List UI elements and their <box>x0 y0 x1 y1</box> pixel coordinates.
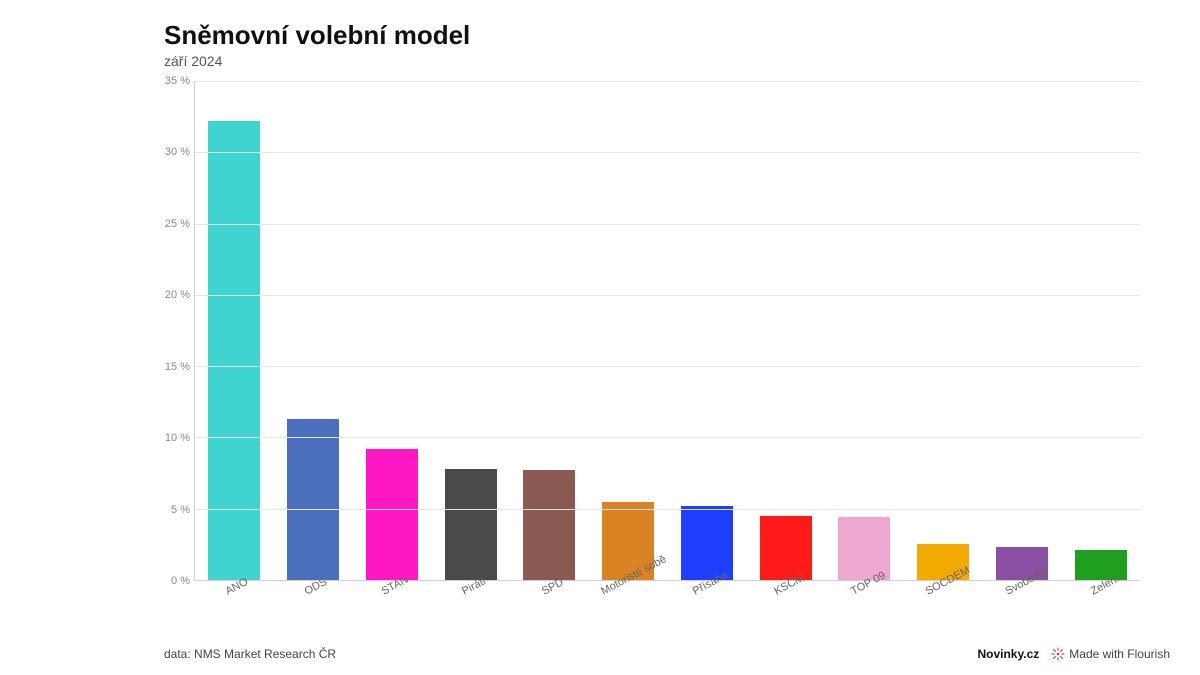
bar-slot <box>825 81 904 580</box>
chart-area: 0 %5 %10 %15 %20 %25 %30 %35 % ANOODSSTA… <box>30 81 1170 641</box>
y-tick-label: 25 % <box>154 218 190 230</box>
bar <box>523 470 575 580</box>
chart-title: Sněmovní volební model <box>164 20 1170 51</box>
gridline <box>195 81 1140 82</box>
footer: data: NMS Market Research ČR Novinky.cz <box>164 641 1170 661</box>
y-tick-label: 5 % <box>154 504 190 516</box>
y-tick-label: 15 % <box>154 361 190 373</box>
bar <box>366 449 418 580</box>
y-tick-label: 20 % <box>154 289 190 301</box>
flourish-credit: Made with Flourish <box>1051 647 1170 661</box>
bar-slot <box>983 81 1062 580</box>
gridline <box>195 437 1140 438</box>
bar <box>287 419 339 580</box>
bar-slot <box>431 81 510 580</box>
bar-slot <box>353 81 432 580</box>
gridline <box>195 509 1140 510</box>
x-label-slot: TOP 09 <box>825 581 904 641</box>
bar <box>208 121 260 580</box>
chart-subtitle: září 2024 <box>164 53 1170 69</box>
x-label-slot: ANO <box>194 581 273 641</box>
bar-slot <box>904 81 983 580</box>
footer-right: Novinky.cz <box>977 647 1170 661</box>
x-label-slot: ODS <box>273 581 352 641</box>
x-label-slot: Piráti <box>430 581 509 641</box>
x-label-slot: Zelení <box>1061 581 1140 641</box>
x-label-slot: STAN <box>352 581 431 641</box>
y-tick-label: 0 % <box>154 575 190 587</box>
gridline <box>195 224 1140 225</box>
x-label-slot: Svobodní <box>982 581 1061 641</box>
bar-slot <box>746 81 825 580</box>
x-axis-labels: ANOODSSTANPirátiSPDMotoristé soběPřísaha… <box>194 581 1140 641</box>
bars-container <box>195 81 1140 580</box>
brand-label: Novinky.cz <box>977 647 1039 661</box>
bar <box>681 506 733 580</box>
flourish-icon <box>1051 647 1065 661</box>
x-label-slot: KSČM <box>746 581 825 641</box>
bar <box>1075 550 1127 580</box>
x-label-slot: SOCDEM <box>903 581 982 641</box>
y-tick-label: 30 % <box>154 146 190 158</box>
gridline <box>195 152 1140 153</box>
gridline <box>195 366 1140 367</box>
bar-slot <box>668 81 747 580</box>
plot-region <box>194 81 1140 581</box>
y-tick-label: 10 % <box>154 432 190 444</box>
bar-slot <box>274 81 353 580</box>
bar <box>445 469 497 580</box>
x-label-slot: Přísaha <box>667 581 746 641</box>
y-tick-label: 35 % <box>154 75 190 87</box>
bar-slot <box>1061 81 1140 580</box>
x-label-slot: Motoristé sobě <box>588 581 667 641</box>
bar-slot <box>195 81 274 580</box>
gridline <box>195 295 1140 296</box>
bar-slot <box>589 81 668 580</box>
bar <box>760 516 812 580</box>
bar-slot <box>510 81 589 580</box>
flourish-text: Made with Flourish <box>1069 647 1170 661</box>
source-text: data: NMS Market Research ČR <box>164 647 336 661</box>
chart-page: Sněmovní volební model září 2024 0 % 5 % 1… <box>0 0 1200 675</box>
x-label-slot: SPD <box>509 581 588 641</box>
